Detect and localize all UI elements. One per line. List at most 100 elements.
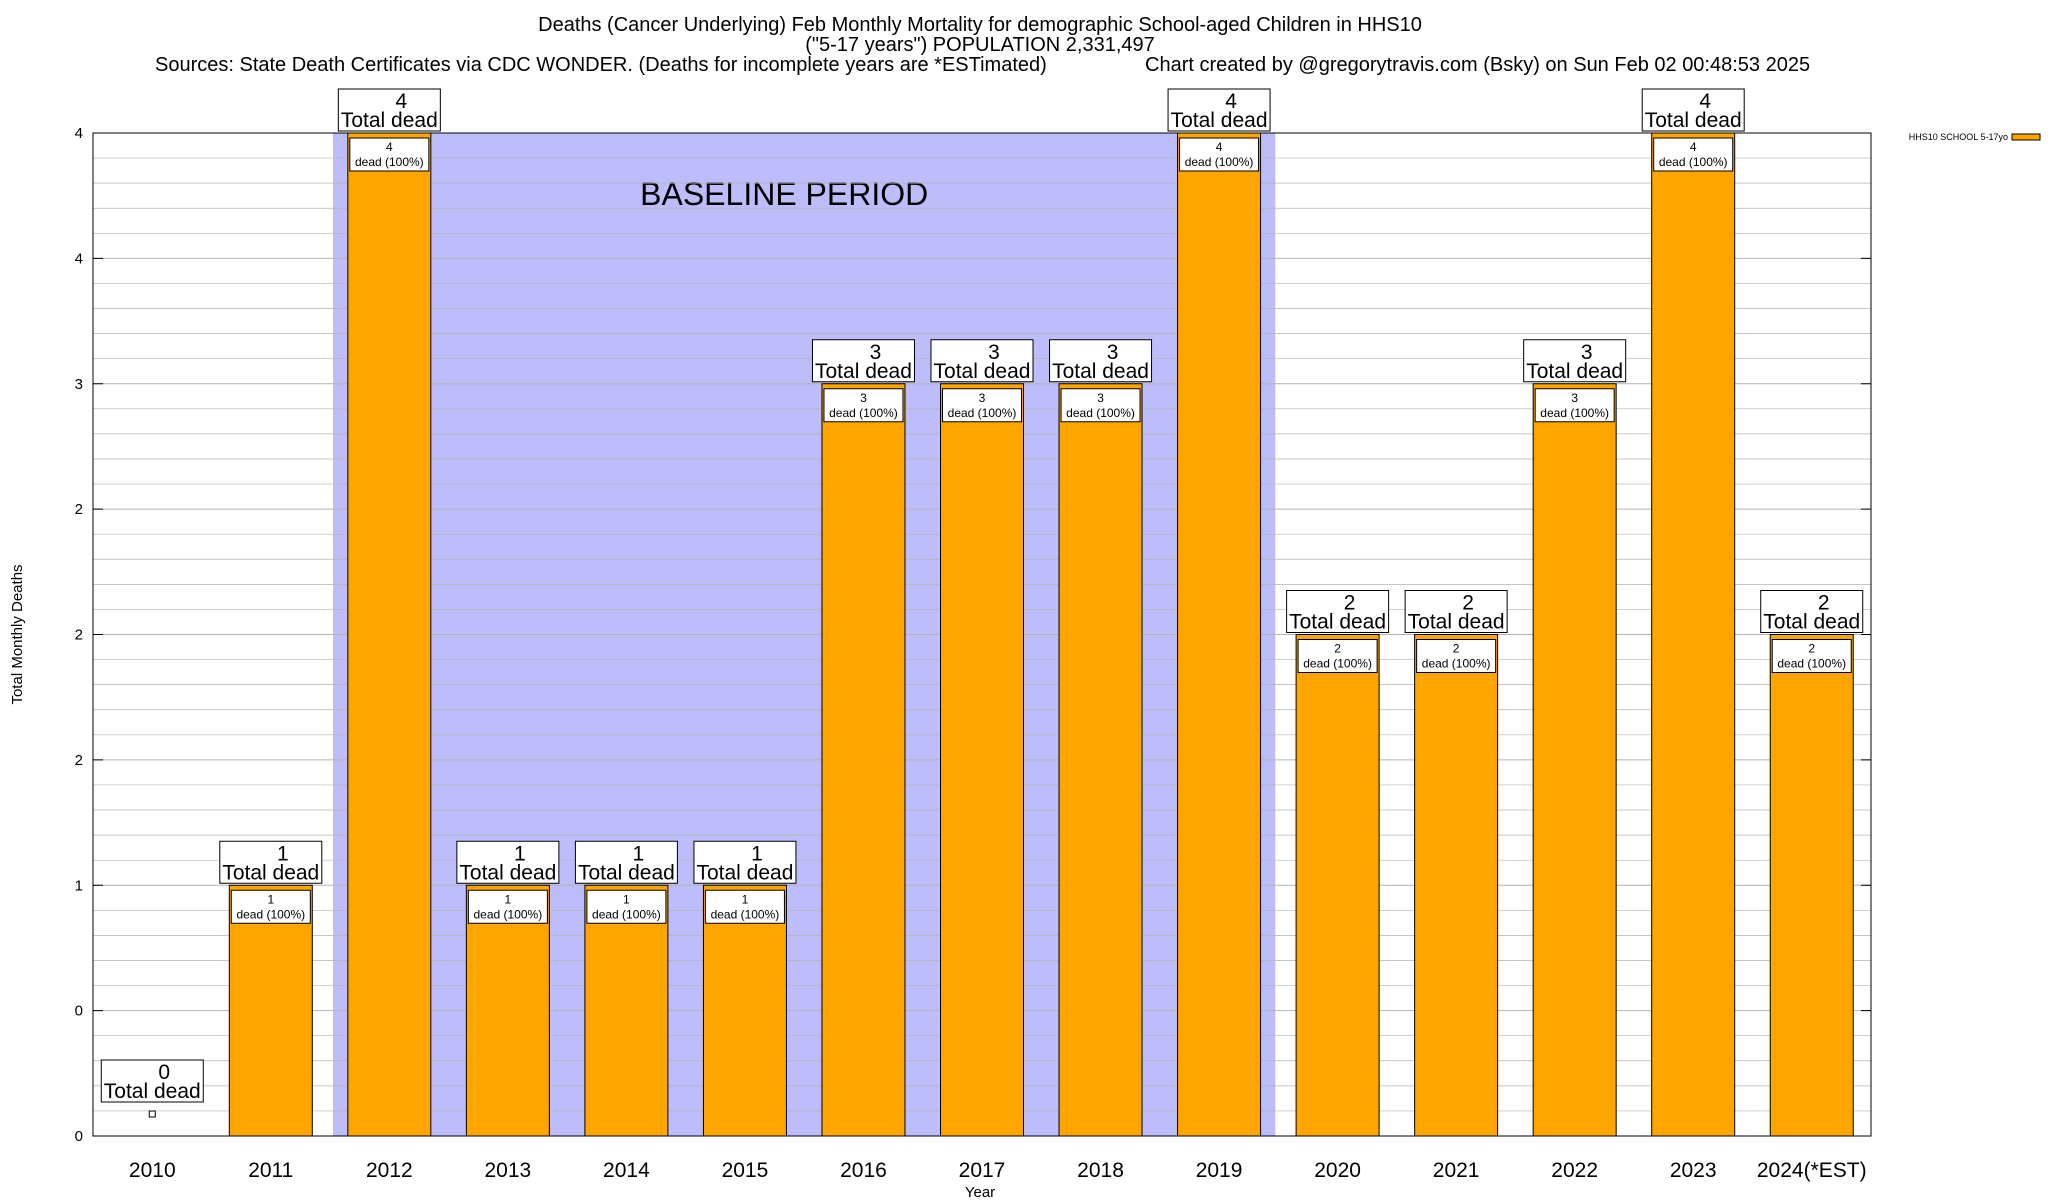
total-dead-count: 3 bbox=[1107, 341, 1119, 364]
bar-dead-label: dead (100%) bbox=[1303, 657, 1372, 671]
total-dead-count: 1 bbox=[277, 842, 289, 865]
total-dead-label: Total dead bbox=[459, 861, 556, 884]
bar-dead-count: 4 bbox=[386, 140, 393, 154]
bar bbox=[1177, 132, 1262, 1137]
y-tick-label: 1 bbox=[75, 877, 83, 894]
bar bbox=[584, 884, 669, 1137]
bar-inner-label-box bbox=[942, 388, 1022, 423]
x-tick-label: 2013 bbox=[485, 1159, 532, 1182]
bar bbox=[1769, 634, 1854, 1137]
total-dead-count: 0 bbox=[158, 1061, 170, 1084]
x-tick-label: 2011 bbox=[248, 1159, 293, 1182]
bar bbox=[1532, 383, 1617, 1137]
total-dead-box bbox=[1404, 590, 1508, 633]
total-dead-label: Total dead bbox=[1408, 611, 1505, 634]
total-dead-box bbox=[337, 88, 441, 132]
total-dead-box bbox=[456, 840, 560, 884]
total-dead-label: Total dead bbox=[341, 109, 438, 132]
total-dead-box bbox=[574, 840, 678, 884]
x-tick-label: 2018 bbox=[1077, 1159, 1124, 1182]
bar-inner-label-box bbox=[1416, 639, 1497, 673]
bar-inner-label-box bbox=[1179, 137, 1260, 172]
bar-inner-label-box bbox=[586, 889, 667, 924]
bar-dead-count: 3 bbox=[1097, 391, 1104, 405]
bar bbox=[1651, 132, 1736, 1137]
y-tick-label: 2 bbox=[75, 627, 83, 644]
total-dead-count: 4 bbox=[395, 90, 407, 113]
x-tick-label: 2022 bbox=[1551, 1159, 1598, 1182]
total-dead-box bbox=[1167, 88, 1271, 132]
total-dead-box bbox=[1286, 590, 1390, 633]
bar-dead-count: 1 bbox=[267, 892, 274, 906]
total-dead-box bbox=[1523, 339, 1627, 383]
total-dead-label: Total dead bbox=[578, 861, 675, 884]
baseline-period-label: BASELINE PERIOD bbox=[640, 176, 928, 212]
bar-dead-label: dead (100%) bbox=[1066, 406, 1135, 420]
total-dead-label: Total dead bbox=[222, 861, 319, 884]
bar-inner-label-box bbox=[467, 889, 548, 924]
bar bbox=[228, 884, 313, 1137]
bar-dead-count: 2 bbox=[1453, 642, 1460, 656]
total-dead-label: Total dead bbox=[696, 861, 793, 884]
x-tick-label: 2014 bbox=[603, 1159, 650, 1182]
total-dead-count: 4 bbox=[1225, 90, 1237, 113]
x-tick-label: 2010 bbox=[129, 1159, 176, 1182]
total-dead-label: Total dead bbox=[1526, 360, 1623, 383]
y-tick-label: 3 bbox=[75, 376, 83, 393]
total-dead-label: Total dead bbox=[104, 1080, 201, 1103]
total-dead-label: Total dead bbox=[1289, 611, 1386, 634]
bar-dead-count: 1 bbox=[623, 892, 630, 906]
bar-dead-count: 3 bbox=[860, 391, 867, 405]
legend-label: HHS10 SCHOOL 5-17yo bbox=[1909, 132, 2008, 142]
bar-dead-label: dead (100%) bbox=[355, 155, 424, 169]
x-tick-label: 2020 bbox=[1314, 1159, 1361, 1182]
y-tick-label: 2 bbox=[75, 501, 83, 518]
total-dead-count: 2 bbox=[1818, 592, 1830, 615]
total-dead-count: 4 bbox=[1699, 90, 1711, 113]
total-dead-count: 1 bbox=[751, 842, 763, 865]
bar bbox=[702, 884, 787, 1137]
x-tick-label: 2024(*EST) bbox=[1757, 1159, 1867, 1182]
bar bbox=[940, 383, 1024, 1137]
bar-dead-label: dead (100%) bbox=[474, 907, 543, 921]
legend-swatch bbox=[2011, 133, 2041, 141]
total-dead-count: 3 bbox=[988, 341, 1000, 364]
bar-inner-label-box bbox=[823, 388, 904, 423]
x-tick-label: 2015 bbox=[722, 1159, 769, 1182]
bar-dead-label: dead (100%) bbox=[1659, 155, 1728, 169]
bar-dead-label: dead (100%) bbox=[592, 907, 661, 921]
bar-dead-count: 1 bbox=[742, 892, 749, 906]
bar bbox=[1414, 634, 1499, 1137]
bar-dead-label: dead (100%) bbox=[1777, 657, 1846, 671]
bar-dead-label: dead (100%) bbox=[1422, 657, 1491, 671]
x-tick-label: 2012 bbox=[366, 1159, 413, 1182]
total-dead-count: 2 bbox=[1462, 592, 1474, 615]
bar-dead-label: dead (100%) bbox=[236, 907, 305, 921]
y-tick-label: 0 bbox=[75, 1003, 83, 1020]
y-tick-label: 2 bbox=[75, 752, 83, 769]
total-dead-label: Total dead bbox=[1052, 360, 1149, 383]
total-dead-box bbox=[1641, 88, 1745, 132]
bar-inner-label-box bbox=[349, 137, 430, 172]
zero-marker bbox=[148, 1110, 156, 1118]
bar-dead-label: dead (100%) bbox=[711, 907, 780, 921]
x-tick-label: 2023 bbox=[1670, 1159, 1717, 1182]
bar bbox=[1295, 634, 1380, 1137]
bar-dead-count: 4 bbox=[1690, 140, 1697, 154]
bar-dead-count: 2 bbox=[1808, 642, 1815, 656]
total-dead-count: 3 bbox=[870, 341, 882, 364]
x-tick-label: 2016 bbox=[840, 1159, 887, 1182]
chart-credit: Chart created by @gregorytravis.com (Bsk… bbox=[1145, 54, 1810, 76]
bar bbox=[1058, 383, 1143, 1137]
bar-inner-label-box bbox=[1534, 388, 1615, 423]
total-dead-box bbox=[1049, 339, 1153, 383]
bar bbox=[465, 884, 550, 1137]
total-dead-count: 2 bbox=[1344, 592, 1356, 615]
bar-dead-count: 3 bbox=[1571, 391, 1578, 405]
total-dead-box bbox=[693, 840, 797, 884]
bar-inner-label-box bbox=[1653, 137, 1734, 172]
total-dead-box bbox=[1760, 590, 1864, 633]
plot-border bbox=[92, 132, 1872, 1137]
bar bbox=[347, 132, 432, 1137]
